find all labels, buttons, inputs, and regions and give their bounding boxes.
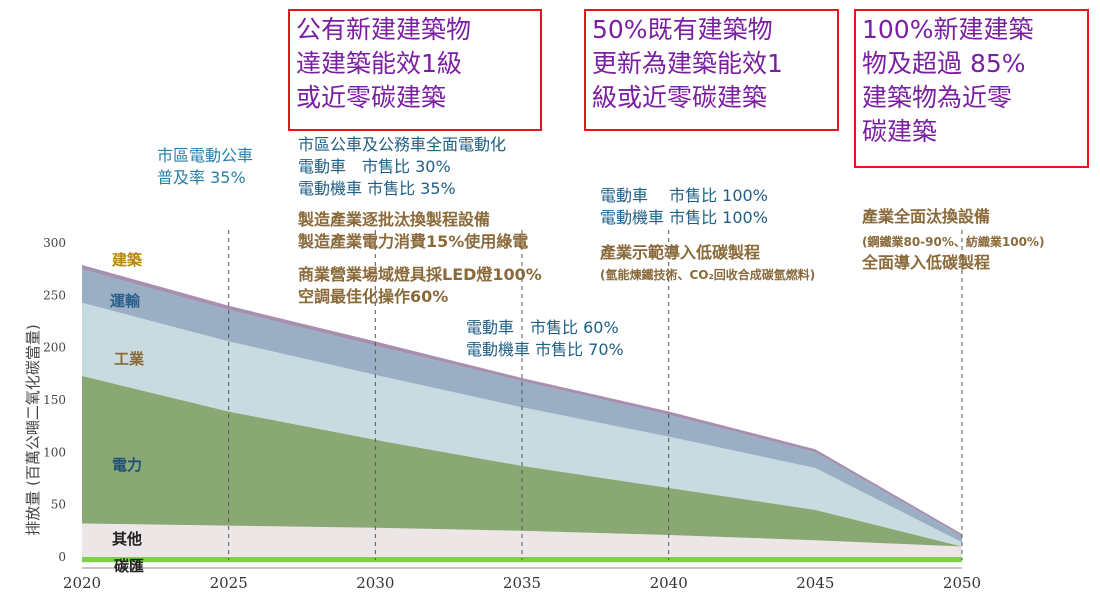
y-axis-label: 排放量 (百萬公噸二氧化碳當量) xyxy=(24,324,42,535)
note-2040-industry-detail: (氫能煉鐵技術、CO₂回收合成碳氫燃料) xyxy=(600,268,816,282)
area-其他 xyxy=(82,523,962,557)
area-建築 xyxy=(82,265,962,537)
goal-box-2030: 公有新建建築物 達建築能效1級 或近零碳建築 xyxy=(288,9,542,131)
x-tick-2045: 2045 xyxy=(796,574,834,592)
note-2050-industry-detail: (鋼鐵業80-90%、紡織業100%) xyxy=(862,235,1045,249)
goal-box-2050: 100%新建建築 物及超過 85% 建築物為近零 碳建築 xyxy=(854,9,1089,168)
x-tick-2040: 2040 xyxy=(650,574,688,592)
y-tick-100: 100 xyxy=(43,445,66,459)
x-tick-2050: 2050 xyxy=(943,574,981,592)
y-tick-200: 200 xyxy=(43,341,66,355)
x-tick-2020: 2020 xyxy=(63,574,101,592)
y-tick-150: 150 xyxy=(43,393,66,407)
y-tick-0: 0 xyxy=(58,550,66,564)
note-2025: 市區電動公車 普及率 35% xyxy=(157,146,254,187)
y-tick-50: 50 xyxy=(51,498,66,512)
note-2040-industry: 產業示範導入低碳製程 xyxy=(600,243,761,262)
y-tick-300: 300 xyxy=(43,236,66,250)
series-label-sink: 碳匯 xyxy=(114,557,145,575)
note-2035-transport: 電動車 市售比 60% 電動機車 市售比 70% xyxy=(466,318,624,359)
series-label-building: 建築 xyxy=(112,251,143,269)
note-2050-industry: 產業全面汰換設備 xyxy=(862,207,991,226)
y-tick-250: 250 xyxy=(43,288,66,302)
area-電力 xyxy=(82,375,962,547)
note-2050-lowcarbon: 全面導入低碳製程 xyxy=(862,253,991,272)
series-label-industry: 工業 xyxy=(114,350,145,368)
series-label-power: 電力 xyxy=(112,456,143,474)
series-label-other: 其他 xyxy=(112,530,143,548)
area-運輸 xyxy=(82,269,962,543)
x-tick-2025: 2025 xyxy=(210,574,248,592)
note-2030-industry: 製造產業逐批汰換製程設備 製造產業電力消費15%使用綠電 xyxy=(298,210,529,251)
x-tick-2035: 2035 xyxy=(503,574,541,592)
goal-box-2040: 50%既有建築物 更新為建築能效1 級或近零碳建築 xyxy=(584,9,839,131)
note-2030-transport: 市區公車及公務車全面電動化 電動車 市售比 30% 電動機車 市售比 35% xyxy=(298,135,507,198)
note-2040-transport: 電動車 市售比 100% 電動機車 市售比 100% xyxy=(600,186,768,227)
note-2030-commercial: 商業營業場域燈具採LED燈100% 空調最佳化操作60% xyxy=(298,265,542,306)
x-tick-2030: 2030 xyxy=(356,574,394,592)
series-label-transport: 運輸 xyxy=(110,292,141,310)
